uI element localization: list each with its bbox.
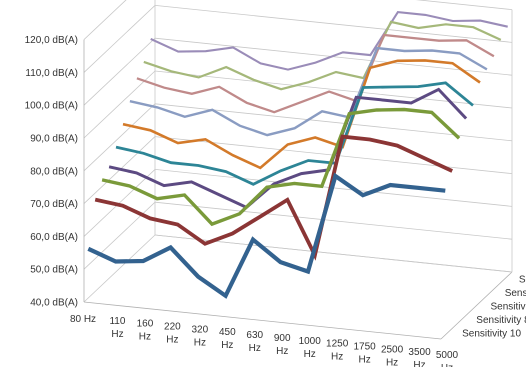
chart-labels: 40,0 dB(A) 50,0 dB(A) 60,0 dB(A) 70,0 dB(A)… — [25, 35, 526, 367]
x-tick-unit: Hz — [111, 329, 123, 340]
x-tick-value: 320 — [192, 324, 209, 335]
back-wall-gridline — [154, 201, 513, 240]
y-tick-label: 60,0 dB(A) — [30, 232, 78, 243]
x-tick-value: 630 — [246, 330, 263, 341]
side-wall-gridline — [83, 5, 156, 73]
x-tick-value: 5000 — [436, 350, 459, 361]
x-tick-label: 630 Hz — [246, 330, 263, 354]
y-tick-label: 70,0 dB(A) — [30, 199, 78, 210]
x-tick-unit: Hz — [194, 337, 206, 348]
x-tick-unit: Hz — [249, 343, 261, 354]
series-line-4 — [108, 87, 468, 210]
y-tick-label: 50,0 dB(A) — [30, 265, 78, 276]
x-tick-value: 110 — [109, 316, 125, 327]
x-tick-unit: Hz — [386, 357, 398, 367]
series-line-7 — [129, 46, 488, 137]
x-tick-value: 450 — [219, 327, 236, 338]
x-tick-value: 1750 — [353, 341, 376, 352]
x-tick-unit: Hz — [139, 332, 151, 343]
y-tick-label: 120,0 dB(A) — [25, 35, 78, 46]
x-tick-label: 900 Hz — [274, 333, 291, 357]
depth-label: Sensitivity 8 — [476, 315, 526, 326]
x-tick-value: 160 — [137, 319, 154, 330]
side-wall-gridline — [83, 37, 156, 106]
series-line-6 — [122, 59, 481, 170]
back-wall-gridline — [154, 5, 513, 43]
y-tick-label: 40,0 dB(A) — [30, 298, 78, 309]
x-tick-label: 1000 Hz — [299, 336, 322, 360]
series-line-1 — [87, 172, 446, 299]
x-tick-unit: Hz — [441, 363, 453, 367]
x-tick-label: 160 Hz — [137, 319, 154, 343]
x-tick-label: 1250 Hz — [326, 339, 349, 363]
y-tick-label: 80,0 dB(A) — [30, 166, 78, 177]
x-tick-label: 2500 Hz — [381, 344, 404, 367]
x-tick-label: 220 Hz — [164, 322, 181, 346]
x-tick-unit: Hz — [221, 340, 233, 351]
floor-right-edge-line — [440, 271, 513, 340]
series-line-8 — [136, 33, 495, 114]
x-tick-label: 1750 Hz — [353, 341, 376, 365]
x-tick-unit: Hz — [331, 352, 343, 363]
x-tick-value: 1000 — [299, 336, 322, 347]
depth-label: Sensitivity 10 — [462, 328, 521, 339]
y-tick-label: 100,0 dB(A) — [25, 101, 78, 112]
side-wall-gridline — [83, 0, 127, 40]
x-tick-label: 3500 Hz — [408, 347, 431, 367]
x-tick-unit: Hz — [276, 346, 288, 357]
side-wall-gridline — [83, 70, 156, 139]
side-wall-gridline — [83, 234, 156, 303]
depth-label: Sensitivity 6 — [491, 302, 526, 313]
x-tick-label: 80 Hz — [70, 314, 96, 325]
y-tick-label: 90,0 dB(A) — [30, 134, 78, 145]
x-tick-value: 2500 — [381, 344, 404, 355]
depth-label: Sensitivity 2 — [519, 275, 526, 286]
x-tick-value: 1250 — [326, 339, 349, 350]
series-line-9 — [143, 20, 502, 91]
x-tick-value: 220 — [164, 322, 181, 333]
x-tick-label: 450 Hz — [219, 327, 236, 351]
x-tick-value: 900 — [274, 333, 291, 344]
depth-label: Sensitivity 4 — [505, 288, 526, 299]
back-wall-gridline — [415, 0, 513, 10]
series-line-2 — [94, 134, 453, 261]
chart-series — [87, 10, 508, 299]
x-tick-unit: Hz — [166, 335, 178, 346]
floor-front-edge-line — [83, 301, 442, 340]
side-wall-gridline — [83, 169, 156, 237]
y-tick-label: 110,0 dB(A) — [25, 68, 78, 79]
x-tick-label: 320 Hz — [192, 324, 209, 348]
x-tick-label: 5000 Hz — [436, 350, 459, 367]
series-line-10 — [150, 10, 508, 71]
series-line-5 — [115, 81, 474, 186]
back-wall-gridline — [154, 70, 513, 109]
x-tick-label: 110 Hz — [109, 316, 125, 340]
x-tick-value: 3500 — [408, 347, 431, 358]
x-tick-unit: Hz — [304, 349, 316, 360]
side-wall-gridline — [83, 103, 156, 172]
series-line-3 — [101, 107, 461, 227]
x-tick-unit: Hz — [413, 360, 425, 367]
x-tick-unit: Hz — [358, 354, 370, 365]
